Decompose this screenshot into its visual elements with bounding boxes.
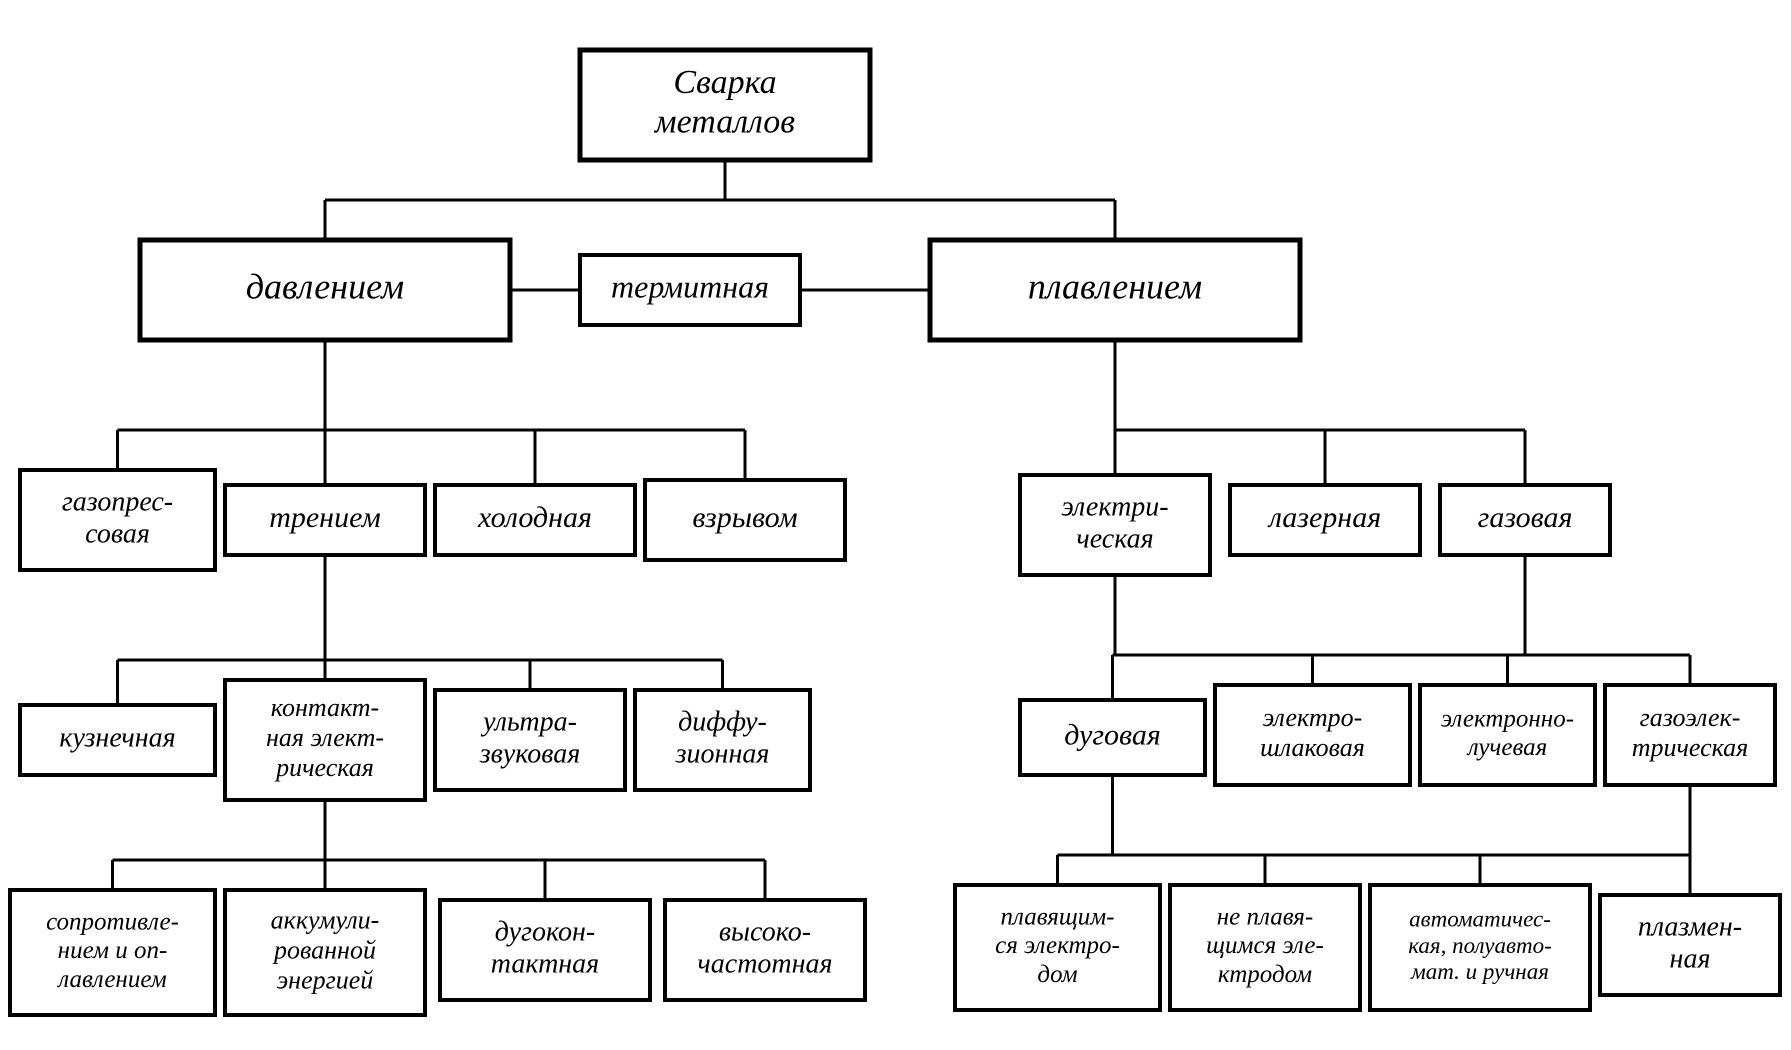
node-accum: аккумули-рованнойэнергией (225, 890, 425, 1015)
node-gaselectric: газоэлек-трическая (1605, 685, 1775, 785)
node-thermite: термитная (580, 255, 800, 325)
node-root: Сваркаметаллов (580, 50, 870, 160)
node-plasma-label: ная (1670, 944, 1711, 975)
node-consumable-label: ся электро- (995, 932, 1120, 959)
node-root-label: Сварка (673, 64, 776, 101)
node-accum-label: аккумули- (271, 906, 380, 935)
node-resist-label: лавлением (56, 966, 167, 993)
node-accum-label: энергией (277, 965, 374, 994)
node-nonconsum-label: не плавя- (1217, 903, 1313, 930)
node-automanual-label: автоматичес- (1409, 906, 1551, 931)
node-friction-label: трением (269, 501, 381, 534)
node-resist: сопротивле-нием и оп-лавлением (10, 890, 215, 1015)
node-ultrasonic-label: звуковая (479, 739, 581, 770)
node-contact-label: контакт- (271, 693, 379, 722)
node-gaspress-label: газопрес- (62, 486, 173, 517)
node-root-label: металлов (654, 103, 795, 140)
node-consumable-label: плавящим- (1000, 903, 1114, 930)
welding-classification-diagram: Сваркаметаллов давлением термитная плавлени… (0, 0, 1791, 1050)
node-contact-label: рическая (274, 753, 374, 782)
node-nonconsum: не плавя-щимся эле-ктродом (1170, 885, 1360, 1010)
node-consumable: плавящим-ся электро-дом (955, 885, 1160, 1010)
node-gaspress-label: совая (85, 519, 150, 550)
node-electric-label: ческая (1076, 524, 1153, 555)
node-ebeam-label: электронно- (1441, 705, 1574, 732)
node-automanual-label: кая, полуавто- (1408, 933, 1552, 958)
node-cold-label: холодная (477, 501, 592, 534)
node-gas: газовая (1440, 485, 1610, 555)
node-arccontact-label: тактная (491, 949, 599, 980)
node-diffusion-label: диффу- (678, 706, 767, 737)
node-cold: холодная (435, 485, 635, 555)
node-arccontact: дугокон-тактная (440, 900, 650, 1000)
node-laser-label: лазерная (1267, 501, 1381, 534)
node-ebeam-label: лучевая (1466, 734, 1548, 761)
node-gas-label: газовая (1478, 501, 1573, 534)
node-ultrasonic-label: ультра- (480, 706, 577, 737)
node-plasma: плазмен-ная (1600, 895, 1780, 995)
node-highfreq: высоко-частотная (665, 900, 865, 1000)
node-highfreq-label: частотная (697, 949, 832, 980)
node-forge: кузнечная (20, 705, 215, 775)
node-explosion: взрывом (645, 480, 845, 560)
node-laser: лазерная (1230, 485, 1420, 555)
node-electroslag: электро-шлаковая (1215, 685, 1410, 785)
node-nonconsum-label: щимся эле- (1206, 932, 1324, 959)
node-contact-label: ная элект- (266, 723, 384, 752)
node-resist-label: нием и оп- (58, 937, 168, 964)
node-diffusion-label: зионная (675, 739, 770, 770)
node-pressure-label: давлением (246, 266, 404, 306)
node-electroslag-label: шлаковая (1260, 733, 1365, 762)
node-diffusion: диффу-зионная (635, 690, 810, 790)
node-electric-label: электри- (1061, 491, 1168, 522)
node-thermite-label: термитная (611, 268, 769, 304)
node-automanual: автоматичес-кая, полуавто-мат. и ручная (1370, 885, 1590, 1010)
node-fusion: плавлением (930, 240, 1300, 340)
node-ebeam: электронно-лучевая (1420, 685, 1595, 785)
node-contact: контакт-ная элект-рическая (225, 680, 425, 800)
node-forge-label: кузнечная (59, 722, 175, 753)
node-arc-label: дуговая (1064, 718, 1161, 751)
node-ultrasonic: ультра-звуковая (435, 690, 625, 790)
node-gaspress: газопрес-совая (20, 470, 215, 570)
node-fusion-label: плавлением (1028, 266, 1202, 306)
node-resist-label: сопротивле- (46, 908, 179, 935)
node-highfreq-label: высоко- (719, 916, 811, 947)
node-arc: дуговая (1020, 700, 1205, 775)
node-gaselectric-label: трическая (1632, 733, 1749, 762)
node-electric: электри-ческая (1020, 475, 1210, 575)
node-gaselectric-label: газоэлек- (1640, 703, 1741, 732)
node-plasma-label: плазмен- (1638, 911, 1742, 942)
node-electroslag-label: электро- (1263, 703, 1363, 732)
node-nonconsum-label: ктродом (1218, 961, 1312, 988)
node-consumable-label: дом (1037, 961, 1077, 988)
node-automanual-label: мат. и ручная (1410, 959, 1549, 984)
node-explosion-label: взрывом (692, 501, 797, 534)
node-friction: трением (225, 485, 425, 555)
node-arccontact-label: дугокон- (495, 916, 595, 947)
node-accum-label: рованной (272, 935, 376, 964)
node-pressure: давлением (140, 240, 510, 340)
